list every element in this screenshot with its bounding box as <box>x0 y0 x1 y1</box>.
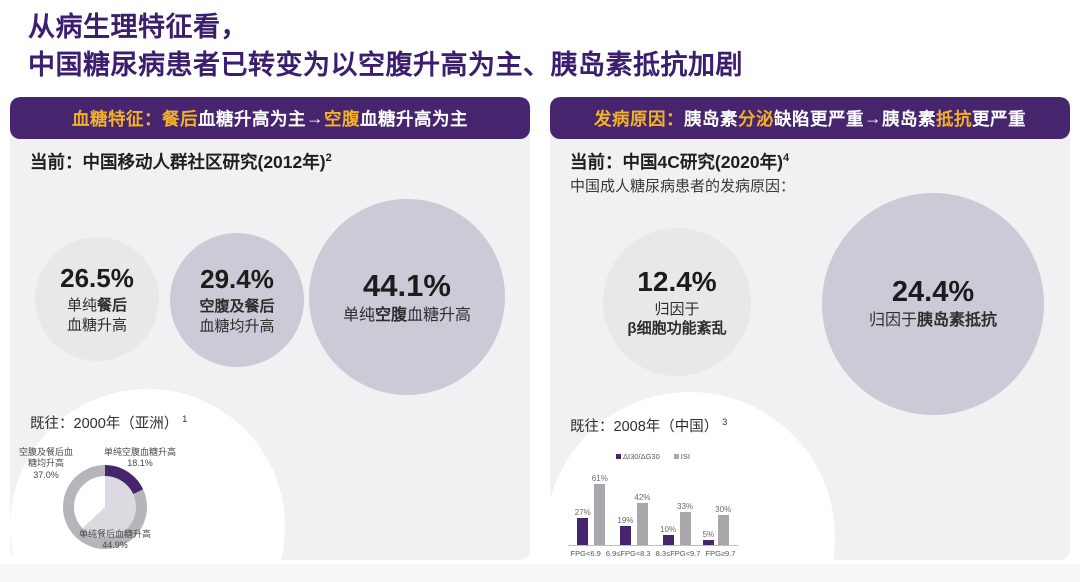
stat-bubble-fasting-only: 44.1% 单纯空腹血糖升高 <box>309 199 505 395</box>
x-axis-label: 6.9≤FPG<8.3 <box>605 549 651 558</box>
current-label: 当前： <box>30 152 83 172</box>
stat-label: 空腹及餐后 血糖均升高 <box>199 298 275 335</box>
past-study-title: 既往：2008年（中国） 3 <box>570 417 728 435</box>
legend-item: ΔI30/ΔG30 <box>616 452 660 461</box>
stat-value: 24.4% <box>891 276 975 309</box>
bar <box>717 515 729 545</box>
x-axis-label: FPG≥9.7 <box>705 549 736 558</box>
bar-group: 19% 42% <box>617 493 650 545</box>
current-study-name: 中国移动人群社区研究(2012年) <box>82 152 326 172</box>
bar-chart-legend: ΔI30/ΔG30 ISI <box>568 452 738 461</box>
current-label: 当前： <box>570 152 623 172</box>
etiology-subtitle: 中国成人糖尿病患者的发病原因： <box>570 178 796 195</box>
bar-group: 5% 30% <box>702 505 732 545</box>
bar <box>662 535 674 545</box>
page-title-line1: 从病生理特征看， <box>28 12 248 42</box>
bar-value-label: 27% <box>574 508 591 517</box>
bar-chart-plot: 27% 61% 19% 42% 10% 33% 5% 30% <box>568 465 738 546</box>
current-study-name: 中国4C研究(2020年) <box>622 152 783 172</box>
legend-swatch <box>616 454 622 459</box>
bar <box>577 518 589 545</box>
pie-slice-label-postprandial: 单纯餐后血糖升高 44.9% <box>78 529 151 551</box>
bar-value-label: 61% <box>591 474 608 483</box>
bar-value-label: 19% <box>617 516 634 525</box>
bar-value-label: 30% <box>715 505 732 514</box>
pie-slice-label-fasting: 单纯空腹血糖升高 18.1% <box>103 447 176 469</box>
bar <box>702 540 714 545</box>
past-study-title: 既往：2000年（亚洲） 1 <box>30 414 188 432</box>
stat-label: 归因于 β细胞功能紊乱 <box>627 300 727 338</box>
bar-value-label: 10% <box>660 525 677 534</box>
stat-bubble-insulin-resistance: 24.4% 归因于胰岛素抵抗 <box>822 193 1044 415</box>
panel-glucose-header: 血糖特征： 餐后 血糖升高为主 → 空腹 血糖升高为主 <box>10 97 530 139</box>
current-study-line: 当前：中国4C研究(2020年)4 <box>570 149 789 174</box>
page-title: 从病生理特征看， 中国糖尿病患者已转变为以空腹升高为主、胰岛素抵抗加剧 <box>28 8 1048 85</box>
footnote-marker: 2 <box>325 152 332 165</box>
bar <box>679 512 691 545</box>
stat-bubble-postprandial-only: 26.5% 单纯餐后 血糖升高 <box>35 237 159 361</box>
bar <box>636 503 648 545</box>
bar <box>619 526 631 545</box>
bar <box>594 484 606 545</box>
stat-bubble-both-elevated: 29.4% 空腹及餐后 血糖均升高 <box>170 233 304 367</box>
pie-slice-label-both: 空腹及餐后血糖均升高 37.0% <box>18 447 73 480</box>
bar-chart: ΔI30/ΔG30 ISI 27% 61% 19% 42% 10% 33% 5% 30% FPG… <box>568 452 738 558</box>
legend-item: ISI <box>673 452 690 461</box>
x-axis-label: 8.3≤FPG<9.7 <box>655 549 701 558</box>
x-axis-label: FPG<6.9 <box>570 549 601 558</box>
bar-value-label: 33% <box>677 502 694 511</box>
pie-chart-inner <box>74 476 136 538</box>
stat-label: 单纯餐后 血糖升高 <box>66 297 128 334</box>
legend-swatch <box>673 454 679 459</box>
bar-group: 27% 61% <box>575 474 608 545</box>
stat-value: 26.5% <box>60 263 134 293</box>
bar-value-label: 42% <box>634 493 651 502</box>
stat-label: 归因于胰岛素抵抗 <box>868 312 998 330</box>
bar-group: 10% 33% <box>660 502 693 545</box>
footnote-marker: 1 <box>182 414 188 425</box>
footnote-marker: 3 <box>722 417 728 428</box>
panel-glucose-profile: 血糖特征： 餐后 血糖升高为主 → 空腹 血糖升高为主 当前：中国移动人群社区研究(201… <box>10 97 530 560</box>
stat-value: 12.4% <box>637 265 717 297</box>
panel-etiology-header: 发病原因： 胰岛素 分泌 缺陷更严重 → 胰岛素 抵抗 更严重 <box>550 97 1070 139</box>
stat-value: 44.1% <box>363 267 451 303</box>
stat-value: 29.4% <box>200 264 274 294</box>
slide-footer-strip <box>0 564 1080 582</box>
current-study-line: 当前：中国移动人群社区研究(2012年)2 <box>30 149 332 174</box>
panel-etiology: 发病原因： 胰岛素 分泌 缺陷更严重 → 胰岛素 抵抗 更严重 当前：中国4C研究(2020年… <box>550 97 1070 560</box>
bar-value-label: 5% <box>702 530 715 539</box>
footnote-marker: 4 <box>782 152 790 165</box>
stat-label: 单纯空腹血糖升高 <box>342 306 472 324</box>
bar-chart-x-axis: FPG<6.9 6.9≤FPG<8.3 8.3≤FPG<9.7 FPG≥9.7 <box>568 549 738 558</box>
stat-bubble-beta-cell: 12.4% 归因于 β细胞功能紊乱 <box>603 228 751 376</box>
pie-chart <box>63 465 147 549</box>
page-title-line2: 中国糖尿病患者已转变为以空腹升高为主、胰岛素抵抗加剧 <box>28 50 743 81</box>
